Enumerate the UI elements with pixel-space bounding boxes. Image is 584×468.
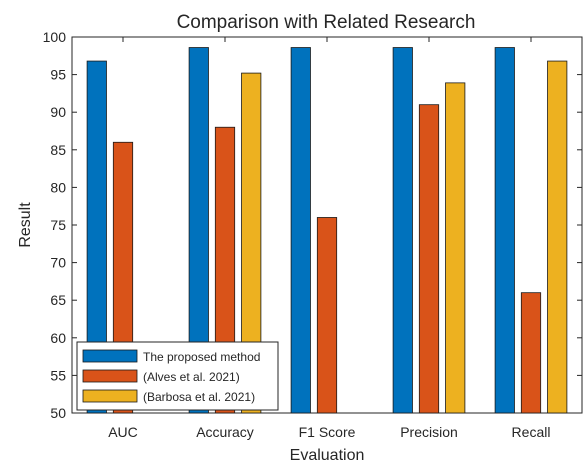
bar: [494, 47, 515, 414]
y-tick-label: 80: [50, 179, 66, 195]
x-tick-label: Accuracy: [196, 424, 254, 440]
x-axis-title: Evaluation: [290, 447, 365, 464]
y-tick-label: 70: [50, 255, 66, 271]
y-axis-title: Result: [17, 202, 34, 248]
y-tick-label: 85: [50, 142, 66, 158]
bar: [520, 292, 542, 414]
y-tick-label: 55: [50, 367, 66, 383]
bar: [290, 47, 311, 414]
legend-swatch: [82, 349, 138, 363]
legend-label: (Barbosa et al. 2021): [143, 390, 255, 404]
plot-area: 50 55 60 65 70 75 80 85 90 95 100 AUC Accuracy F1 Sco…: [43, 29, 583, 440]
bar: [241, 72, 262, 414]
y-tick-label: 95: [50, 67, 66, 83]
legend: The proposed method (Alves et al. 2021) (B…: [76, 341, 279, 411]
bar: [392, 47, 413, 414]
x-tick-label: AUC: [108, 424, 138, 440]
x-tick-label: Recall: [512, 424, 551, 440]
bar: [547, 60, 568, 414]
bar: [445, 82, 466, 414]
bar: [316, 217, 338, 414]
x-tick-label: F1 Score: [299, 424, 356, 440]
y-tick-label: 65: [50, 292, 66, 308]
bar: [418, 104, 440, 414]
y-tick-label: 60: [50, 330, 66, 346]
y-tick-label: 50: [50, 405, 66, 421]
bar: [86, 60, 107, 414]
x-tick-label: Precision: [400, 424, 458, 440]
legend-swatch: [82, 389, 138, 403]
y-tick-label: 90: [50, 104, 66, 120]
legend-swatch: [82, 369, 138, 383]
chart-title: Comparison with Related Research: [177, 12, 476, 33]
bar: [188, 47, 209, 414]
y-tick-label: 100: [43, 29, 67, 45]
legend-label: (Alves et al. 2021): [143, 370, 240, 384]
y-tick-label: 75: [50, 217, 66, 233]
legend-label: The proposed method: [143, 350, 260, 364]
